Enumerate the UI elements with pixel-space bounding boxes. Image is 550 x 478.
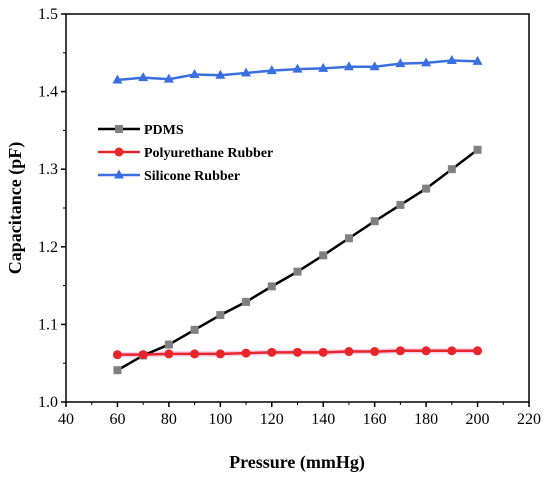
x-tick-label: 200 <box>466 411 490 428</box>
data-point-s1-13 <box>447 346 457 356</box>
legend-label-0: PDMS <box>144 123 184 138</box>
data-point-s1-12 <box>421 346 431 356</box>
y-tick-label: 1.4 <box>38 84 58 101</box>
data-point-s0-11 <box>396 200 405 209</box>
data-point-s1-4 <box>215 349 225 359</box>
data-point-s1-3 <box>190 349 200 359</box>
legend-swatch-marker-1 <box>114 147 124 157</box>
data-point-s1-10 <box>370 347 380 357</box>
data-point-s1-2 <box>164 349 174 359</box>
data-point-s2-14 <box>472 55 483 65</box>
data-point-s1-14 <box>473 346 483 356</box>
data-point-s1-7 <box>293 347 302 357</box>
legend-swatch-marker-2 <box>114 169 124 179</box>
y-tick-label: 1.5 <box>38 6 58 23</box>
data-point-s2-11 <box>395 58 406 68</box>
x-tick-label: 220 <box>517 411 541 428</box>
data-point-s1-5 <box>241 348 251 358</box>
data-point-s0-10 <box>370 217 379 226</box>
data-point-s1-8 <box>318 347 328 357</box>
data-point-s2-0 <box>112 74 123 84</box>
data-point-s2-7 <box>292 63 303 73</box>
data-point-s2-4 <box>215 69 226 79</box>
y-axis-title: Capacitance (pF) <box>5 142 26 274</box>
data-point-s2-3 <box>189 69 200 79</box>
data-point-s0-2 <box>164 340 173 349</box>
x-tick-label: 160 <box>363 411 387 428</box>
data-point-s2-1 <box>138 72 149 82</box>
data-point-s0-3 <box>190 325 199 334</box>
data-point-s1-11 <box>395 346 405 356</box>
data-point-s0-12 <box>422 184 431 193</box>
data-point-s2-9 <box>343 61 354 71</box>
x-tick-label: 180 <box>414 411 438 428</box>
y-tick-label: 1.3 <box>38 161 58 178</box>
data-point-s0-8 <box>319 251 328 260</box>
y-tick-label: 1.2 <box>38 239 58 256</box>
data-point-s1-0 <box>112 350 122 360</box>
data-point-s1-9 <box>344 347 354 357</box>
data-point-s2-5 <box>241 67 252 77</box>
y-tick-label: 1.1 <box>38 316 58 333</box>
data-point-s2-13 <box>446 55 457 65</box>
x-axis-title: Pressure (mmHg) <box>229 452 365 473</box>
legend-swatch-marker-0 <box>115 125 123 133</box>
legend-label-2: Silicone Rubber <box>144 169 240 184</box>
data-point-s0-6 <box>267 282 276 291</box>
data-point-s0-0 <box>113 366 122 375</box>
x-tick-label: 120 <box>260 411 284 428</box>
data-point-s0-7 <box>293 267 302 276</box>
data-point-s1-1 <box>138 350 148 360</box>
data-point-s0-9 <box>344 234 353 243</box>
x-tick-label: 140 <box>311 411 335 428</box>
x-tick-label: 80 <box>161 411 177 428</box>
x-tick-label: 60 <box>109 411 125 428</box>
data-point-s0-13 <box>447 165 456 174</box>
y-tick-label: 1.0 <box>38 394 58 411</box>
data-point-s2-12 <box>421 57 432 67</box>
data-point-s1-6 <box>267 347 277 357</box>
x-tick-label: 40 <box>58 411 74 428</box>
data-point-s0-4 <box>216 311 225 320</box>
data-point-s0-5 <box>242 297 251 306</box>
x-tick-label: 100 <box>208 411 232 428</box>
data-point-s2-10 <box>369 61 380 71</box>
data-point-s2-6 <box>266 65 277 75</box>
data-point-s2-2 <box>163 73 174 83</box>
data-point-s0-14 <box>473 145 482 154</box>
legend-label-1: Polyurethane Rubber <box>144 146 273 161</box>
data-point-s2-8 <box>318 62 329 72</box>
